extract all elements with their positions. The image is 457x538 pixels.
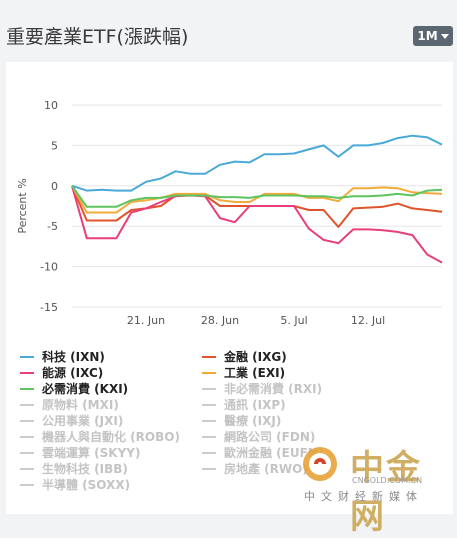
- y-tick-label: -5: [47, 220, 58, 233]
- legend-swatch: [20, 403, 34, 406]
- legend-swatch: [202, 467, 216, 470]
- range-label: 1M: [417, 29, 438, 43]
- legend-swatch: [20, 387, 34, 390]
- legend-swatch: [20, 355, 34, 358]
- legend-label: 公用事業 (JXI): [42, 414, 124, 428]
- legend-swatch: [202, 403, 216, 406]
- legend-swatch: [202, 419, 216, 422]
- x-tick-label: 5. Jul: [280, 314, 307, 327]
- x-tick-label: 28. Jun: [201, 314, 239, 327]
- watermark: 中金网 CNGOLD.COM.CN 中文财经新媒体: [300, 440, 450, 537]
- legend-label: 能源 (IXC): [42, 366, 104, 380]
- legend-swatch: [20, 435, 34, 438]
- legend-item[interactable]: 工業 (EXI): [202, 364, 285, 381]
- legend-swatch: [20, 419, 34, 422]
- series-line: [71, 185, 443, 214]
- legend-item[interactable]: 醫療 (IXJ): [202, 412, 281, 429]
- legend-swatch: [202, 355, 216, 358]
- chevron-down-icon: [440, 33, 449, 39]
- y-tick-label: 10: [44, 99, 58, 112]
- legend-item[interactable]: 半導體 (SOXX): [20, 476, 130, 493]
- series-line: [71, 185, 443, 264]
- legend-item[interactable]: 必需消費 (KXI): [20, 380, 128, 397]
- legend-item[interactable]: 雲端運算 (SKYY): [20, 444, 140, 461]
- legend-item[interactable]: 金融 (IXG): [202, 348, 287, 365]
- watermark-subtitle: 中文财经新媒体: [304, 490, 423, 503]
- legend-swatch: [20, 451, 34, 454]
- series-line: [71, 134, 443, 192]
- y-axis-label: Percent %: [16, 178, 29, 233]
- legend-label: 通訊 (IXP): [224, 398, 286, 412]
- legend-label: 醫療 (IXJ): [224, 414, 282, 428]
- y-tick-label: -15: [40, 301, 58, 314]
- legend-label: 機器人與自動化 (ROBO): [42, 430, 180, 444]
- legend-swatch: [20, 483, 34, 486]
- x-tick-label: 12. Jul: [351, 314, 385, 327]
- legend-item[interactable]: 通訊 (IXP): [202, 396, 286, 413]
- chart-panel: 10 5 0 -5 -10 -15 21. Jun 28. Jun 5. Jul 12. Jul P…: [6, 62, 453, 514]
- line-chart: 10 5 0 -5 -10 -15 21. Jun 28. Jun 5. Jul 12. Jul P…: [16, 99, 443, 327]
- legend-item[interactable]: 科技 (IXN): [20, 348, 105, 365]
- legend-swatch: [20, 467, 34, 470]
- legend-swatch: [202, 371, 216, 374]
- page-title: 重要產業ETF(漲跌幅): [6, 26, 189, 48]
- y-tick-label: -10: [40, 261, 58, 274]
- legend-item[interactable]: 能源 (IXC): [20, 364, 103, 381]
- legend-swatch: [202, 451, 216, 454]
- series-line: [71, 185, 443, 208]
- y-tick-label: 5: [51, 139, 58, 152]
- watermark-url: CNGOLD.COM.CN: [352, 476, 423, 485]
- x-tick-label: 21. Jun: [127, 314, 165, 327]
- legend-item[interactable]: 非必需消費 (RXI): [202, 380, 322, 397]
- cngold-logo-icon: [303, 447, 337, 481]
- legend-label: 必需消費 (KXI): [42, 382, 129, 396]
- legend-swatch: [202, 435, 216, 438]
- legend-swatch: [202, 387, 216, 390]
- legend-item[interactable]: 網路公司 (FDN): [202, 428, 315, 445]
- range-dropdown-button[interactable]: 1M: [413, 26, 453, 46]
- legend-label: 網路公司 (FDN): [224, 430, 316, 444]
- legend-label: 非必需消費 (RXI): [224, 382, 323, 396]
- legend-label: 科技 (IXN): [42, 350, 105, 364]
- legend-item[interactable]: 房地產 (RWO): [202, 460, 308, 477]
- legend-label: 金融 (IXG): [224, 350, 287, 364]
- legend-item[interactable]: 原物料 (MXI): [20, 396, 119, 413]
- legend-label: 房地產 (RWO): [224, 462, 308, 476]
- legend-item[interactable]: 公用事業 (JXI): [20, 412, 123, 429]
- legend-label: 雲端運算 (SKYY): [42, 446, 141, 460]
- legend-item[interactable]: 歐洲金融 (EUFN): [202, 444, 323, 461]
- legend-label: 生物科技 (IBB): [42, 462, 128, 476]
- y-tick-label: 0: [51, 180, 58, 193]
- legend-label: 歐洲金融 (EUFN): [224, 446, 324, 460]
- legend-label: 原物料 (MXI): [42, 398, 119, 412]
- legend-item[interactable]: 生物科技 (IBB): [20, 460, 128, 477]
- legend-label: 半導體 (SOXX): [42, 478, 131, 492]
- legend-item[interactable]: 機器人與自動化 (ROBO): [20, 428, 180, 445]
- legend-swatch: [20, 371, 34, 374]
- legend-label: 工業 (EXI): [224, 366, 286, 380]
